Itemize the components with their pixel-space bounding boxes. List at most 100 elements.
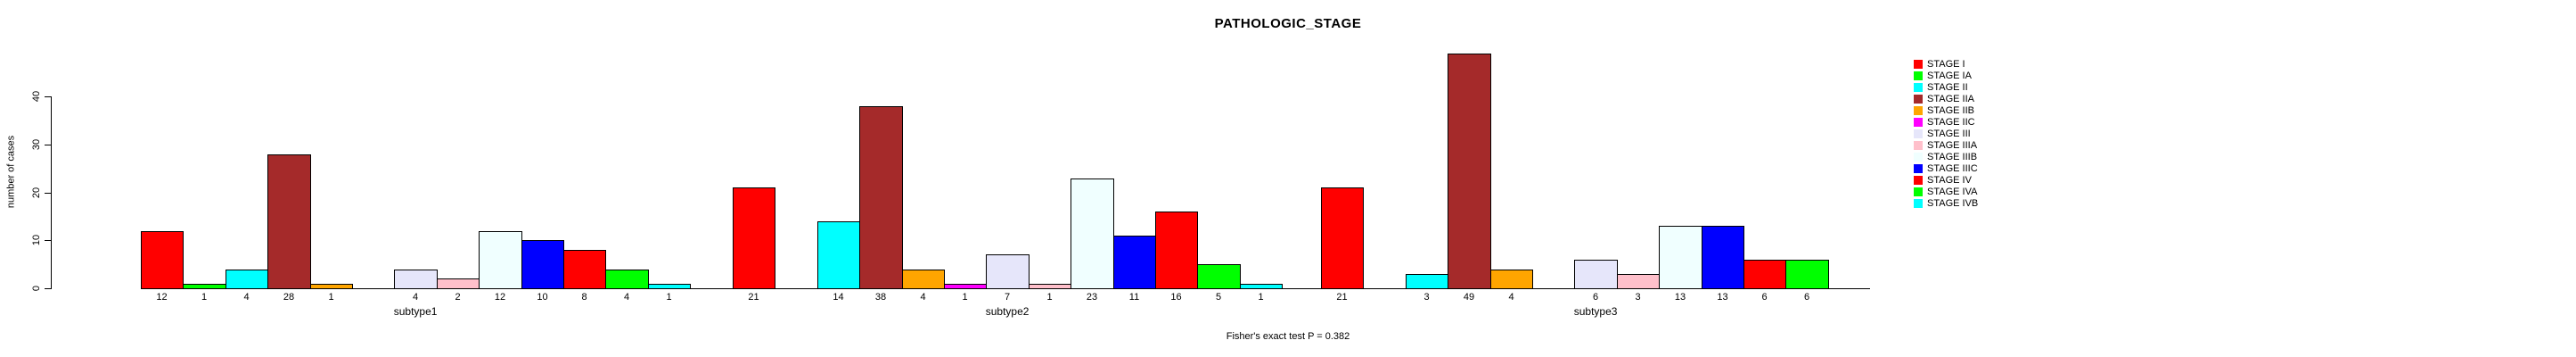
y-tick-label: 10: [31, 235, 42, 246]
bar-stage-i-subtype1: [141, 231, 184, 289]
legend-swatch-stage-iiic: [1914, 164, 1923, 173]
legend-swatch-stage-ia: [1914, 71, 1923, 80]
legend-label-stage-iva: STAGE IVA: [1927, 187, 1978, 197]
bar-stage-iva-subtype1: [605, 270, 649, 289]
legend-label-stage-iiia: STAGE IIIA: [1927, 140, 1978, 151]
bar-value-stage-iia-subtype3: 49: [1463, 292, 1475, 303]
bar-value-stage-ii-subtype1: 4: [243, 292, 250, 303]
legend-label-stage-iia: STAGE IIA: [1927, 94, 1974, 104]
legend-label-stage-ii: STAGE II: [1927, 82, 1968, 93]
legend-label-stage-iv: STAGE IV: [1927, 175, 1972, 186]
bar-stage-iiib-subtype3: [1659, 226, 1702, 289]
y-tick-mark: [45, 192, 51, 194]
bar-stage-ii-subtype2: [817, 221, 860, 289]
legend-swatch-stage-iva: [1914, 187, 1923, 196]
bar-value-stage-iia-subtype1: 28: [283, 292, 295, 303]
y-tick-label: 30: [31, 138, 42, 151]
bar-value-stage-iv-subtype1: 8: [581, 292, 587, 303]
bar-value-stage-i-subtype1: 12: [156, 292, 168, 303]
chart-title: PATHOLOGIC_STAGE: [1214, 16, 1362, 31]
y-tick-label: 40: [31, 91, 42, 103]
y-tick-mark: [45, 96, 51, 98]
bar-value-stage-ivb-subtype2: 1: [1258, 292, 1264, 303]
legend-item-stage-iib: STAGE IIB: [1914, 106, 2039, 117]
legend-swatch-stage-ivb: [1914, 199, 1923, 208]
legend-item-stage-ivb: STAGE IVB: [1914, 199, 2039, 210]
bar-stage-iiic-subtype1: [521, 240, 564, 289]
bar-value-stage-iii-subtype1: 4: [412, 292, 419, 303]
y-tick-label: 20: [31, 187, 42, 198]
y-tick-label: 0: [31, 285, 42, 292]
legend-item-stage-ia: STAGE IA: [1914, 71, 2039, 82]
legend-swatch-stage-iia: [1914, 95, 1923, 104]
bar-value-stage-iiic-subtype2: 11: [1128, 292, 1140, 303]
bar-value-stage-iiib-subtype2: 23: [1086, 292, 1098, 303]
legend-label-stage-iii: STAGE III: [1927, 129, 1971, 139]
legend-swatch-stage-iiia: [1914, 141, 1923, 150]
bar-stage-iiic-subtype2: [1113, 236, 1156, 289]
legend-item-stage-i: STAGE I: [1914, 60, 2039, 71]
bar-stage-iiia-subtype1: [437, 278, 480, 289]
legend-swatch-stage-iv: [1914, 176, 1923, 185]
bar-value-stage-iiia-subtype3: 3: [1635, 292, 1641, 303]
bar-value-stage-iiia-subtype2: 1: [1046, 292, 1053, 303]
legend-swatch-stage-iiib: [1914, 153, 1923, 162]
y-tick-mark: [45, 240, 51, 242]
bar-value-stage-i-subtype2: 21: [748, 292, 759, 303]
legend-label-stage-i: STAGE I: [1927, 59, 1965, 70]
bar-stage-ii-subtype3: [1406, 274, 1448, 289]
bar-value-stage-ia-subtype1: 1: [201, 292, 208, 303]
bar-stage-ii-subtype1: [226, 270, 268, 289]
legend-swatch-stage-ii: [1914, 83, 1923, 92]
bar-stage-i-subtype3: [1321, 187, 1364, 289]
category-label-subtype1: subtype1: [393, 305, 438, 318]
bar-value-stage-ii-subtype2: 14: [833, 292, 844, 303]
bar-stage-ivb-subtype2: [1240, 284, 1283, 289]
bar-value-stage-iv-subtype3: 6: [1761, 292, 1768, 303]
bar-stage-iva-subtype2: [1197, 264, 1241, 289]
bar-stage-iii-subtype2: [986, 254, 1030, 289]
bar-stage-iia-subtype3: [1448, 54, 1491, 289]
bar-stage-iic-subtype2: [944, 284, 987, 289]
legend-item-stage-iiic: STAGE IIIC: [1914, 164, 2039, 175]
legend-label-stage-iic: STAGE IIC: [1927, 117, 1975, 128]
bar-stage-iia-subtype1: [267, 154, 311, 289]
bar-stage-i-subtype2: [733, 187, 775, 289]
legend-item-stage-iva: STAGE IVA: [1914, 187, 2039, 198]
bar-value-stage-iib-subtype1: 1: [328, 292, 334, 303]
bar-value-stage-iv-subtype2: 16: [1170, 292, 1182, 303]
bar-stage-ivb-subtype1: [648, 284, 691, 289]
legend-item-stage-iia: STAGE IIA: [1914, 95, 2039, 105]
bar-stage-iiia-subtype2: [1029, 284, 1071, 289]
bar-value-stage-iva-subtype3: 6: [1803, 292, 1810, 303]
bar-stage-ia-subtype1: [183, 284, 226, 289]
bar-stage-iii-subtype1: [394, 270, 438, 289]
bar-value-stage-iva-subtype1: 4: [623, 292, 630, 303]
bar-value-stage-iva-subtype2: 5: [1215, 292, 1222, 303]
fisher-test-annotation: Fisher's exact test P = 0.382: [1226, 331, 1350, 342]
bar-value-stage-iib-subtype2: 4: [920, 292, 926, 303]
legend-swatch-stage-i: [1914, 60, 1923, 69]
legend-label-stage-iib: STAGE IIB: [1927, 105, 1974, 116]
bar-value-stage-ii-subtype3: 3: [1423, 292, 1430, 303]
legend-label-stage-iiic: STAGE IIIC: [1927, 163, 1978, 174]
bar-value-stage-iia-subtype2: 38: [874, 292, 887, 303]
bar-value-stage-iiic-subtype3: 13: [1717, 292, 1728, 303]
bar-stage-iva-subtype3: [1785, 260, 1829, 289]
bar-stage-iiic-subtype3: [1702, 226, 1744, 289]
legend-swatch-stage-iib: [1914, 106, 1923, 115]
legend-swatch-stage-iii: [1914, 129, 1923, 138]
bar-stage-iia-subtype2: [859, 106, 903, 289]
category-label-subtype3: subtype3: [1573, 305, 1618, 318]
bar-stage-iv-subtype1: [563, 250, 606, 289]
legend-item-stage-ii: STAGE II: [1914, 83, 2039, 94]
bar-stage-iv-subtype3: [1743, 260, 1786, 289]
y-tick-mark: [45, 288, 51, 289]
category-label-subtype2: subtype2: [985, 305, 1030, 318]
legend-swatch-stage-iic: [1914, 118, 1923, 127]
legend-item-stage-iic: STAGE IIC: [1914, 118, 2039, 129]
bar-value-stage-iiib-subtype3: 13: [1674, 292, 1686, 303]
y-axis-line: [51, 96, 52, 289]
bar-stage-iii-subtype3: [1574, 260, 1618, 289]
